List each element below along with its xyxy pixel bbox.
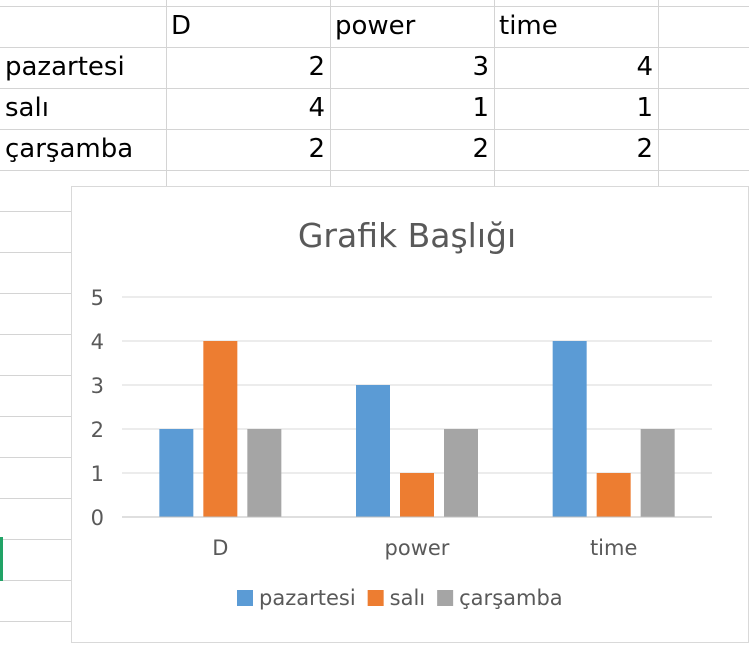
bar	[400, 473, 434, 517]
legend-swatch	[367, 590, 384, 606]
y-tick-label: 5	[91, 286, 104, 310]
value-cell[interactable]: 2	[472, 134, 489, 164]
bar	[596, 473, 631, 517]
value-cell[interactable]: 1	[472, 93, 489, 123]
chart-title: Grafik Başlığı	[298, 216, 516, 255]
legend-label: salı	[390, 586, 425, 610]
header-cell-label[interactable]	[0, 6, 166, 47]
y-tick-label: 2	[91, 418, 104, 442]
bar	[552, 341, 587, 517]
bar	[203, 341, 238, 517]
header-cell-time[interactable]: time	[499, 11, 558, 41]
row-label-cell[interactable]: salı	[5, 93, 49, 123]
x-tick-label: time	[590, 536, 637, 560]
value-cell[interactable]: 2	[636, 134, 653, 164]
bar	[356, 385, 390, 517]
value-cell[interactable]: 2	[308, 134, 325, 164]
header-cell-power[interactable]: power	[335, 11, 416, 41]
value-cell[interactable]: 4	[308, 93, 325, 123]
row-label-cell[interactable]: çarşamba	[5, 134, 134, 164]
y-tick-label: 0	[91, 506, 104, 530]
value-cell[interactable]: 3	[472, 52, 489, 82]
bar	[444, 429, 478, 517]
bar	[640, 429, 675, 517]
y-tick-label: 1	[91, 462, 104, 486]
bar	[247, 429, 282, 517]
y-tick-label: 3	[91, 374, 104, 398]
legend-swatch	[437, 590, 454, 606]
bar-chart: Grafik Başlığı 0 1 2 3 4 5 D power time pazartesi s…	[91, 216, 712, 610]
selected-cell-marker	[0, 537, 3, 581]
row-label-cell[interactable]: pazartesi	[5, 52, 125, 82]
bar	[159, 429, 194, 517]
legend-label: pazartesi	[259, 586, 356, 610]
value-cell[interactable]: 4	[636, 52, 653, 82]
value-cell[interactable]: 2	[308, 52, 325, 82]
x-tick-label: power	[385, 536, 450, 560]
y-tick-label: 4	[91, 330, 104, 354]
legend-label: çarşamba	[459, 586, 563, 610]
header-cell-d[interactable]: D	[171, 11, 192, 41]
value-cell[interactable]: 1	[636, 93, 653, 123]
x-tick-label: D	[212, 536, 228, 560]
legend-swatch	[237, 590, 253, 606]
